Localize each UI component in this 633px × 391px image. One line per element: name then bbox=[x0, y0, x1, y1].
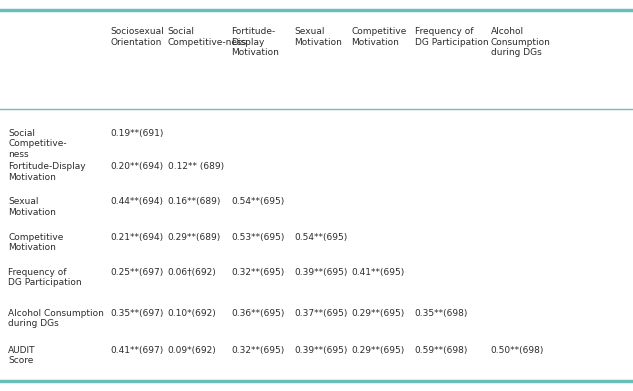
Text: 0.29**(695): 0.29**(695) bbox=[351, 309, 404, 318]
Text: Alcohol Consumption
during DGs: Alcohol Consumption during DGs bbox=[8, 309, 104, 328]
Text: 0.35**(697): 0.35**(697) bbox=[111, 309, 164, 318]
Text: 0.06†(692): 0.06†(692) bbox=[168, 268, 216, 277]
Text: 0.59**(698): 0.59**(698) bbox=[415, 346, 468, 355]
Text: 0.39**(695): 0.39**(695) bbox=[294, 346, 348, 355]
Text: 0.09*(692): 0.09*(692) bbox=[168, 346, 216, 355]
Text: 0.19**(691): 0.19**(691) bbox=[111, 129, 164, 138]
Text: Frequency of
DG Participation: Frequency of DG Participation bbox=[415, 27, 488, 47]
Text: 0.44**(694): 0.44**(694) bbox=[111, 197, 164, 206]
Text: 0.39**(695): 0.39**(695) bbox=[294, 268, 348, 277]
Text: 0.10*(692): 0.10*(692) bbox=[168, 309, 216, 318]
Text: 0.37**(695): 0.37**(695) bbox=[294, 309, 348, 318]
Text: Frequency of
DG Participation: Frequency of DG Participation bbox=[8, 268, 82, 287]
Text: 0.32**(695): 0.32**(695) bbox=[231, 346, 284, 355]
Text: Competitive
Motivation: Competitive Motivation bbox=[351, 27, 406, 47]
Text: 0.32**(695): 0.32**(695) bbox=[231, 268, 284, 277]
Text: Social
Competitive-ness: Social Competitive-ness bbox=[168, 27, 247, 47]
Text: Sexual
Motivation: Sexual Motivation bbox=[294, 27, 342, 47]
Text: Sociosexual
Orientation: Sociosexual Orientation bbox=[111, 27, 165, 47]
Text: 0.25**(697): 0.25**(697) bbox=[111, 268, 164, 277]
Text: 0.16**(689): 0.16**(689) bbox=[168, 197, 221, 206]
Text: Fortitude-
Display
Motivation: Fortitude- Display Motivation bbox=[231, 27, 279, 57]
Text: 0.54**(695): 0.54**(695) bbox=[231, 197, 284, 206]
Text: 0.35**(698): 0.35**(698) bbox=[415, 309, 468, 318]
Text: 0.29**(689): 0.29**(689) bbox=[168, 233, 221, 242]
Text: 0.36**(695): 0.36**(695) bbox=[231, 309, 284, 318]
Text: 0.50**(698): 0.50**(698) bbox=[491, 346, 544, 355]
Text: Competitive
Motivation: Competitive Motivation bbox=[8, 233, 63, 252]
Text: 0.53**(695): 0.53**(695) bbox=[231, 233, 284, 242]
Text: AUDIT
Score: AUDIT Score bbox=[8, 346, 35, 366]
Text: Fortitude-Display
Motivation: Fortitude-Display Motivation bbox=[8, 162, 86, 182]
Text: Sexual
Motivation: Sexual Motivation bbox=[8, 197, 56, 217]
Text: 0.41**(695): 0.41**(695) bbox=[351, 268, 404, 277]
Text: 0.20**(694): 0.20**(694) bbox=[111, 162, 164, 171]
Text: 0.12** (689): 0.12** (689) bbox=[168, 162, 224, 171]
Text: Social
Competitive-
ness: Social Competitive- ness bbox=[8, 129, 67, 159]
Text: 0.41**(697): 0.41**(697) bbox=[111, 346, 164, 355]
Text: 0.54**(695): 0.54**(695) bbox=[294, 233, 348, 242]
Text: 0.29**(695): 0.29**(695) bbox=[351, 346, 404, 355]
Text: Alcohol
Consumption
during DGs: Alcohol Consumption during DGs bbox=[491, 27, 551, 57]
Text: 0.21**(694): 0.21**(694) bbox=[111, 233, 164, 242]
